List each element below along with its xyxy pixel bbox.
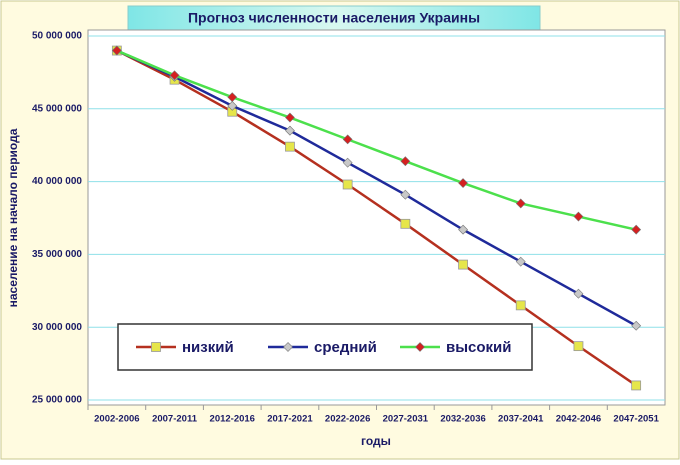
marker xyxy=(515,198,526,209)
x-tick-label: 2002-2006 xyxy=(94,414,139,425)
marker xyxy=(515,300,526,311)
legend-label: низкий xyxy=(182,339,234,356)
marker xyxy=(631,380,642,391)
marker xyxy=(283,342,293,352)
series-line xyxy=(116,49,637,327)
marker xyxy=(151,342,161,352)
marker xyxy=(573,211,584,222)
x-tick-label: 2017-2021 xyxy=(267,414,313,425)
marker xyxy=(285,125,295,136)
marker xyxy=(458,224,468,235)
x-tick-label: 2042-2046 xyxy=(556,414,601,425)
marker xyxy=(515,256,526,267)
marker xyxy=(458,178,468,188)
x-tick-label: 2027-2031 xyxy=(383,414,429,425)
y-tick-label: 35 000 000 xyxy=(32,249,82,260)
x-tick-label: 2037-2041 xyxy=(498,414,544,425)
title-box xyxy=(127,5,541,31)
marker xyxy=(631,224,642,235)
marker xyxy=(400,189,411,200)
marker xyxy=(400,156,411,167)
x-tick-label: 2032-2036 xyxy=(440,414,485,425)
x-axis-label: годы xyxy=(361,434,391,448)
marker xyxy=(342,179,353,190)
marker xyxy=(285,141,295,152)
y-tick-label: 25 000 000 xyxy=(32,395,82,406)
x-tick-label: 2047-2051 xyxy=(613,414,659,425)
marker xyxy=(400,218,411,229)
y-tick-label: 40 000 000 xyxy=(32,176,82,187)
marker xyxy=(573,341,584,352)
marker xyxy=(342,134,353,145)
x-tick-label: 2022-2026 xyxy=(325,414,370,425)
y-tick-label: 30 000 000 xyxy=(32,322,82,333)
series-line xyxy=(116,49,637,231)
marker xyxy=(169,70,180,81)
y-tick-label: 45 000 000 xyxy=(32,103,82,114)
marker xyxy=(458,259,468,270)
marker xyxy=(227,100,238,111)
legend-label: средний xyxy=(314,339,377,356)
marker xyxy=(415,342,425,352)
marker xyxy=(573,288,584,299)
x-tick-label: 2012-2016 xyxy=(210,414,255,425)
marker xyxy=(285,112,295,123)
marker xyxy=(227,92,238,103)
marker xyxy=(342,157,353,168)
y-tick-label: 50 000 000 xyxy=(32,31,82,42)
legend-label: высокий xyxy=(446,339,512,356)
chart-title: Прогноз численности населения Украины xyxy=(188,10,480,26)
marker xyxy=(111,45,122,56)
y-axis-label: население на начало периода xyxy=(6,128,20,307)
series-line xyxy=(116,49,637,387)
x-tick-label: 2007-2011 xyxy=(152,414,198,425)
marker xyxy=(631,320,642,331)
legend xyxy=(117,323,533,371)
